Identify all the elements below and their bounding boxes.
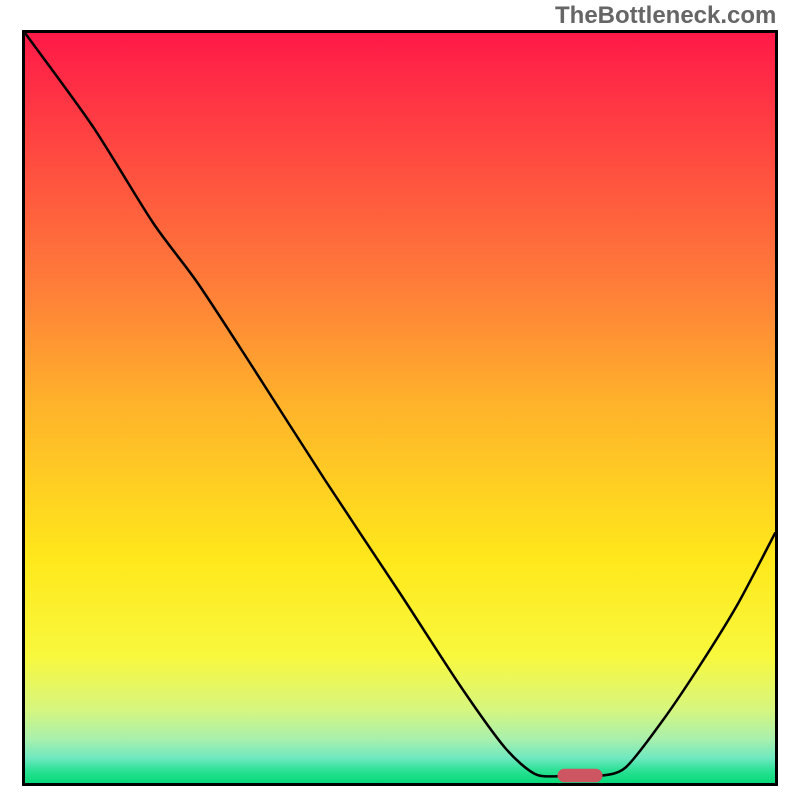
watermark-label: TheBottleneck.com bbox=[555, 2, 776, 30]
optimal-marker bbox=[558, 769, 603, 783]
chart-svg bbox=[22, 30, 778, 786]
bottleneck-chart bbox=[22, 30, 778, 786]
figure-root: TheBottleneck.com bbox=[0, 0, 800, 800]
gradient-background bbox=[24, 32, 777, 785]
